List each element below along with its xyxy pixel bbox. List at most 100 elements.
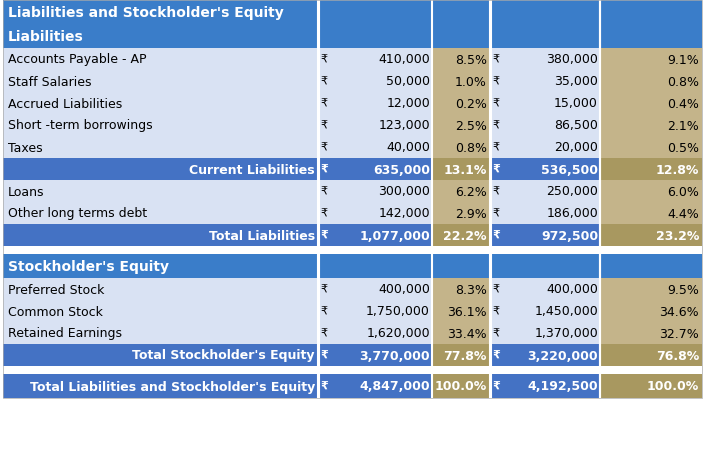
- Text: 23.2%: 23.2%: [656, 229, 699, 242]
- Bar: [3, 1, 702, 398]
- Bar: [3, 49, 702, 71]
- Bar: [432, 71, 490, 93]
- Text: 410,000: 410,000: [379, 53, 430, 66]
- Bar: [3, 300, 702, 322]
- Text: ₹: ₹: [492, 208, 499, 219]
- Text: 400,000: 400,000: [378, 283, 430, 296]
- Text: Accounts Payable - AP: Accounts Payable - AP: [8, 53, 147, 66]
- Text: 76.8%: 76.8%: [656, 349, 699, 362]
- Text: ₹: ₹: [320, 77, 327, 87]
- Text: Accrued Liabilities: Accrued Liabilities: [8, 97, 122, 110]
- Text: 300,000: 300,000: [378, 185, 430, 198]
- Text: Stockholder's Equity: Stockholder's Equity: [8, 259, 169, 273]
- Text: 22.2%: 22.2%: [443, 229, 487, 242]
- Bar: [3, 202, 702, 225]
- Bar: [432, 93, 490, 115]
- Text: Loans: Loans: [8, 185, 44, 198]
- Text: Retained Earnings: Retained Earnings: [8, 327, 122, 340]
- Text: ₹: ₹: [492, 121, 499, 131]
- Bar: [432, 300, 490, 322]
- Text: 33.4%: 33.4%: [448, 327, 487, 340]
- Text: 4,847,000: 4,847,000: [360, 380, 430, 393]
- Text: 100.0%: 100.0%: [435, 380, 487, 393]
- Text: 380,000: 380,000: [546, 53, 598, 66]
- Text: 4.4%: 4.4%: [667, 207, 699, 220]
- Bar: [432, 225, 490, 246]
- Text: 1,370,000: 1,370,000: [534, 327, 598, 340]
- Bar: [3, 115, 702, 137]
- Bar: [432, 137, 490, 159]
- Text: 6.0%: 6.0%: [667, 185, 699, 198]
- Text: ₹: ₹: [320, 165, 328, 175]
- Text: Short -term borrowings: Short -term borrowings: [8, 119, 152, 132]
- Bar: [600, 71, 702, 93]
- Text: ₹: ₹: [320, 230, 328, 240]
- Text: ₹: ₹: [492, 187, 499, 197]
- Text: 13.1%: 13.1%: [443, 163, 487, 176]
- Text: 635,000: 635,000: [373, 163, 430, 176]
- Text: ₹: ₹: [492, 143, 499, 152]
- Bar: [3, 180, 702, 202]
- Text: ₹: ₹: [492, 381, 500, 391]
- Text: 0.4%: 0.4%: [667, 97, 699, 110]
- Bar: [432, 180, 490, 202]
- Text: 1,077,000: 1,077,000: [360, 229, 430, 242]
- Text: 536,500: 536,500: [541, 163, 598, 176]
- Text: 0.5%: 0.5%: [667, 141, 699, 154]
- Bar: [3, 344, 702, 366]
- Bar: [600, 49, 702, 71]
- Text: 2.5%: 2.5%: [455, 119, 487, 132]
- Bar: [3, 159, 702, 180]
- Bar: [3, 225, 702, 246]
- Text: 0.2%: 0.2%: [455, 97, 487, 110]
- Text: 86,500: 86,500: [554, 119, 598, 132]
- Bar: [600, 137, 702, 159]
- Bar: [600, 300, 702, 322]
- Text: 4,192,500: 4,192,500: [527, 380, 598, 393]
- Bar: [3, 366, 702, 374]
- Text: ₹: ₹: [320, 187, 327, 197]
- Text: 0.8%: 0.8%: [667, 75, 699, 88]
- Text: ₹: ₹: [320, 306, 327, 316]
- Bar: [3, 137, 702, 159]
- Bar: [3, 25, 702, 49]
- Text: 6.2%: 6.2%: [455, 185, 487, 198]
- Text: 142,000: 142,000: [379, 207, 430, 220]
- Text: 20,000: 20,000: [554, 141, 598, 154]
- Text: ₹: ₹: [320, 143, 327, 152]
- Bar: [432, 49, 490, 71]
- Bar: [432, 322, 490, 344]
- Text: ₹: ₹: [320, 99, 327, 109]
- Text: ₹: ₹: [492, 99, 499, 109]
- Bar: [432, 374, 490, 398]
- Text: ₹: ₹: [492, 77, 499, 87]
- Text: 36.1%: 36.1%: [448, 305, 487, 318]
- Text: 1.0%: 1.0%: [455, 75, 487, 88]
- Text: 77.8%: 77.8%: [443, 349, 487, 362]
- Bar: [3, 1, 702, 25]
- Text: 400,000: 400,000: [546, 283, 598, 296]
- Text: 1,450,000: 1,450,000: [534, 305, 598, 318]
- Text: 9.5%: 9.5%: [667, 283, 699, 296]
- Text: 123,000: 123,000: [379, 119, 430, 132]
- Text: 0.8%: 0.8%: [455, 141, 487, 154]
- Text: Taxes: Taxes: [8, 141, 42, 154]
- Bar: [432, 202, 490, 225]
- Text: 9.1%: 9.1%: [667, 53, 699, 66]
- Text: ₹: ₹: [492, 55, 499, 65]
- Bar: [3, 322, 702, 344]
- Text: 972,500: 972,500: [541, 229, 598, 242]
- Text: 50,000: 50,000: [386, 75, 430, 88]
- Text: 250,000: 250,000: [546, 185, 598, 198]
- Bar: [600, 225, 702, 246]
- Text: ₹: ₹: [320, 55, 327, 65]
- Text: Current Liabilities: Current Liabilities: [190, 163, 315, 176]
- Bar: [600, 278, 702, 300]
- Bar: [600, 322, 702, 344]
- Text: 8.5%: 8.5%: [455, 53, 487, 66]
- Text: Preferred Stock: Preferred Stock: [8, 283, 104, 296]
- Text: ₹: ₹: [492, 350, 500, 360]
- Text: Common Stock: Common Stock: [8, 305, 103, 318]
- Text: 100.0%: 100.0%: [646, 380, 699, 393]
- Text: ₹: ₹: [492, 285, 499, 295]
